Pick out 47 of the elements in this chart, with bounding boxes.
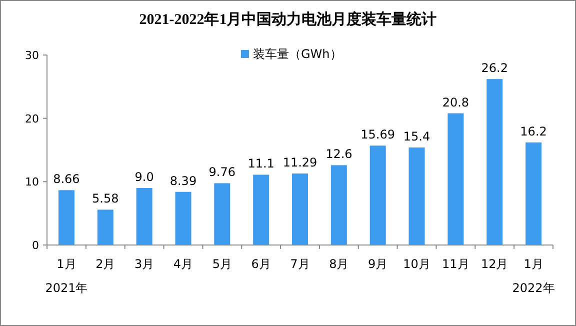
x-tick-label: 10月: [403, 257, 430, 271]
x-tick-label: 8月: [329, 257, 349, 271]
data-label: 20.8: [442, 95, 470, 110]
bar: [292, 173, 308, 245]
x-tick-label: 1月: [524, 257, 544, 271]
data-label: 15.69: [360, 128, 396, 142]
x-tick-label: 6月: [251, 257, 271, 271]
data-label: 8.39: [170, 174, 197, 188]
bar: [97, 210, 114, 245]
legend: 装车量（GWh）: [241, 47, 342, 61]
text: 2021年: [45, 281, 88, 295]
data-label: 11.1: [248, 156, 274, 171]
bar: [175, 192, 192, 245]
x-tick-label: 12月: [480, 257, 508, 271]
bar: [408, 147, 425, 245]
bar: [253, 174, 270, 245]
x-tick-label: 9月: [368, 257, 388, 271]
data-label: 9.76: [208, 165, 236, 180]
bar: [58, 190, 74, 245]
data-label: 15.4: [403, 129, 430, 144]
text: 2022年: [512, 281, 555, 295]
x-tick-label: 11月: [442, 257, 470, 271]
x-tick-label: 2月: [96, 257, 116, 271]
y-tick-label: 0: [32, 239, 39, 252]
data-label: 5.58: [92, 192, 119, 206]
y-tick-label: 10: [25, 176, 39, 189]
bar: [486, 79, 503, 245]
bar: [448, 113, 464, 245]
bar: [330, 165, 347, 245]
x-tick-label: 1月: [56, 257, 76, 271]
y-tick-label: 30: [25, 49, 39, 62]
bar: [214, 183, 230, 245]
y-tick-label: 20: [25, 112, 39, 126]
chart-title: 2021-2022年1月中国动力电池月度装车量统计: [139, 10, 437, 28]
bar: [370, 146, 386, 245]
data-label: 11.29: [282, 155, 318, 170]
data-label: 12.6: [326, 147, 352, 162]
bar: [526, 142, 542, 245]
x-tick-label: 7月: [290, 257, 310, 271]
x-tick-label: 4月: [173, 257, 194, 271]
x-tick-label: 5月: [212, 257, 232, 271]
data-label: 26.2: [481, 61, 508, 76]
data-label: 9.0: [134, 170, 154, 184]
bar: [136, 188, 152, 245]
x-tick-label: 3月: [134, 257, 154, 271]
data-label: 16.2: [520, 124, 547, 138]
data-label: 8.66: [53, 172, 80, 186]
